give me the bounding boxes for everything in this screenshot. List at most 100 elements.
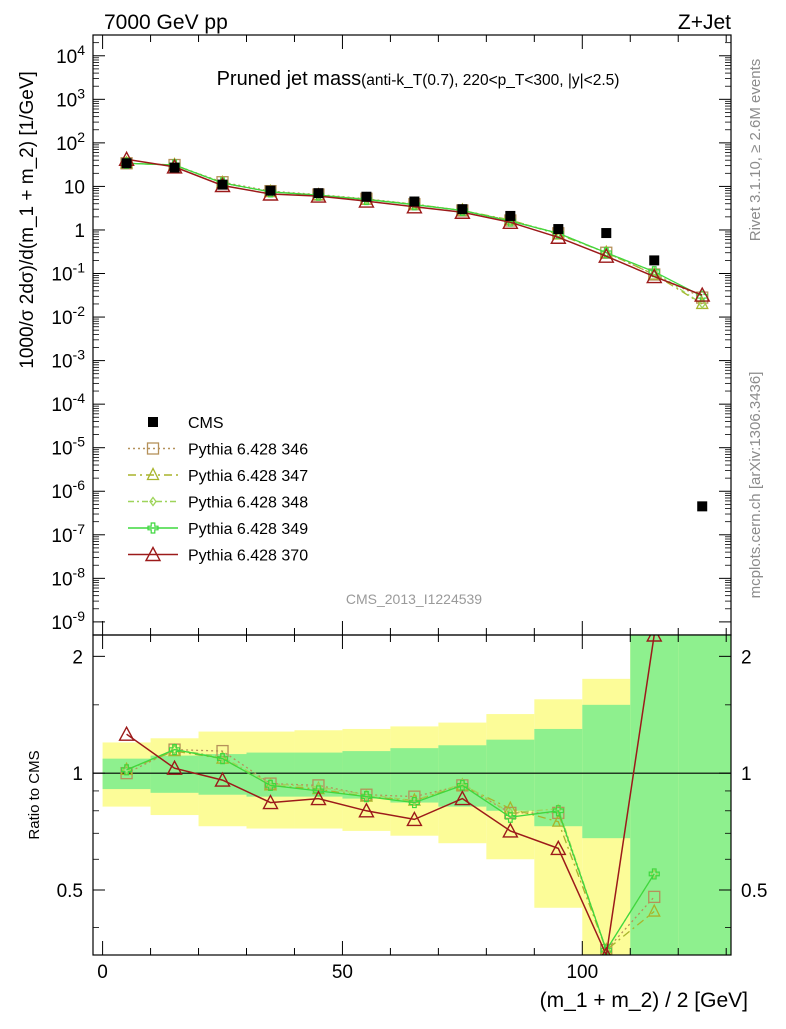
ratio-point-3-11 <box>648 868 660 880</box>
ratio-point-4-1 <box>166 759 183 775</box>
y-tick-label-7: 10-2 <box>51 303 85 329</box>
ratio-point-3-8 <box>504 811 516 823</box>
ratio-y-tick-right-0: 0.5 <box>741 881 767 902</box>
y-tick-label-0: 10-9 <box>51 608 85 634</box>
y-axis-label-main: 1000/σ 2dσ)/d(m_1 + m_2) [1/GeV] <box>17 71 38 369</box>
ratio-frame <box>92 634 732 956</box>
legend-marker-1 <box>146 467 160 481</box>
legend: CMS Pythia 6.428 346 Pythia 6.428 347 Pythi… <box>128 415 308 565</box>
cms-point-3 <box>265 185 276 196</box>
main-point-4-11 <box>646 268 663 284</box>
ratio-series-line-4 <box>126 635 655 955</box>
cms-point-11 <box>649 255 660 266</box>
ratio-point-3-0 <box>120 764 133 776</box>
y-tick-label-1: 10-8 <box>51 564 85 590</box>
legend-marker-cms <box>148 417 158 427</box>
y-tick-label-4: 10-5 <box>51 434 85 460</box>
y-tick-label-11: 102 <box>56 129 85 155</box>
x-tick-label-2: 100 <box>566 962 598 983</box>
ratio-point-3-6 <box>408 796 420 809</box>
cms-point-4 <box>313 188 324 199</box>
ratio-y-tick-left-1: 1 <box>72 764 83 785</box>
title-main: Pruned jet mass <box>217 68 362 90</box>
y-tick-label-2: 10-7 <box>51 521 85 547</box>
ratio-y-ticks: 0.5 0.5 1 1 2 2 <box>57 647 767 929</box>
ratio-point-4-4 <box>310 790 327 806</box>
uncertainty-bands <box>102 635 731 955</box>
analysis-watermark: CMS_2013_I1224539 <box>346 591 482 607</box>
mcplots-label: mcplots.cern.ch [arXiv:1306.3436] <box>747 372 764 599</box>
main-point-4-9 <box>550 228 567 244</box>
ratio-point-3-5 <box>360 791 373 803</box>
cms-point-9 <box>553 224 564 235</box>
legend-marker-4 <box>144 546 162 562</box>
main-point-4-8 <box>502 213 519 229</box>
main-y-ticks: 10-9 10-8 10-7 10-6 10-5 10-4 10-3 10-2 10-1 1 10 1… <box>51 34 731 634</box>
ratio-point-4-5 <box>358 802 375 818</box>
y-tick-label-3: 10-6 <box>51 477 85 503</box>
title-sub: (anti-k_T(0.7), 220<p_T<300, |y|<2.5) <box>361 72 619 89</box>
y-tick-label-6: 10-3 <box>51 347 85 373</box>
legend-marker-3 <box>147 522 159 534</box>
ratio-point-3-1 <box>168 744 181 756</box>
cms-point-8 <box>505 210 516 221</box>
y-tick-label-13: 104 <box>56 42 85 68</box>
cms-point-7 <box>457 204 468 215</box>
legend-label-3: Pythia 6.428 349 <box>188 521 308 538</box>
inner-band-7 <box>438 745 487 807</box>
cms-point-6 <box>409 196 420 207</box>
cms-point-10 <box>601 228 612 239</box>
main-series-line-1 <box>126 162 703 305</box>
legend-label-4: Pythia 6.428 370 <box>188 548 308 565</box>
y-tick-label-10: 10 <box>64 177 85 198</box>
x-tick-label-1: 50 <box>332 962 353 983</box>
main-point-3-10 <box>600 247 612 259</box>
y-tick-label-12: 103 <box>56 85 85 111</box>
x-ticks: 0 50 100 <box>97 35 727 983</box>
main-frame <box>92 34 732 636</box>
ratio-point-4-7 <box>454 790 471 806</box>
ratio-point-3-3 <box>264 779 277 792</box>
legend-label-cms: CMS <box>188 415 224 432</box>
ratio-y-tick-right-2: 2 <box>741 647 752 668</box>
cms-point-12 <box>697 501 708 512</box>
ratio-point-4-11 <box>646 635 663 642</box>
chart-title: Pruned jet mass(anti-k_T(0.7), 220<p_T<3… <box>217 68 620 90</box>
header-left: 7000 GeV pp <box>104 11 228 34</box>
ratio-point-4-0 <box>118 725 135 741</box>
y-tick-label-9: 1 <box>74 221 85 242</box>
ratio-point-3-2 <box>216 753 229 765</box>
ratio-point-4-9 <box>550 839 567 856</box>
legend-marker-0 <box>146 442 160 455</box>
ratio-point-3-4 <box>312 785 325 797</box>
y-tick-label-8: 10-1 <box>51 260 85 286</box>
ratio-point-4-8 <box>502 822 519 838</box>
x-axis-label: (m_1 + m_2) / 2 [GeV] <box>540 989 748 1012</box>
cms-point-0 <box>121 158 132 169</box>
ratio-point-4-3 <box>262 794 279 810</box>
ratio-y-tick-right-1: 1 <box>741 764 752 785</box>
ratio-panel: 0.5 0.5 1 1 2 2 0 50 100 <box>57 35 767 983</box>
cms-data-points <box>121 158 708 512</box>
inner-band-10 <box>582 704 631 839</box>
ratio-point-3-9 <box>552 805 564 817</box>
ratio-point-3-7 <box>456 779 468 792</box>
main-point-4-10 <box>598 247 615 263</box>
inner-band-8 <box>486 739 535 811</box>
ratio-point-0-11 <box>648 890 661 904</box>
main-panel: 10-9 10-8 10-7 10-6 10-5 10-4 10-3 10-2 10-1 1 10 1… <box>51 34 732 636</box>
main-series-line-0 <box>126 162 703 299</box>
inner-band-11 <box>630 635 679 955</box>
ratio-y-tick-left-0: 0.5 <box>57 881 83 902</box>
ratio-point-1-11 <box>647 903 661 917</box>
header-right: Z+Jet <box>678 11 731 34</box>
ratio-point-4-6 <box>406 810 423 827</box>
y-axis-label-ratio: Ratio to CMS <box>26 750 43 839</box>
main-series-line-2 <box>126 162 703 305</box>
x-tick-label-0: 0 <box>97 962 108 983</box>
legend-label-1: Pythia 6.428 347 <box>188 468 308 485</box>
main-point-4-12 <box>694 286 711 302</box>
ratio-point-4-2 <box>214 771 231 787</box>
y-tick-label-5: 10-4 <box>51 390 85 416</box>
legend-label-2: Pythia 6.428 348 <box>188 495 308 512</box>
